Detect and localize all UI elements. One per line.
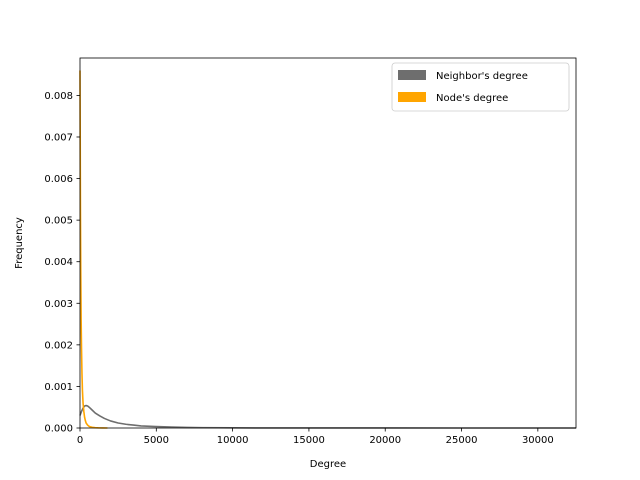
y-tick-label: 0.001 bbox=[44, 382, 73, 393]
y-tick-label: 0.002 bbox=[44, 340, 73, 351]
x-tick-label: 0 bbox=[77, 435, 83, 446]
x-axis-ticks: 0 5000 10000 15000 20000 25000 30000 bbox=[77, 428, 554, 446]
legend-box bbox=[391, 62, 570, 112]
x-tick-label: 25000 bbox=[446, 435, 478, 446]
x-tick-label: 15000 bbox=[293, 435, 325, 446]
y-tick-label: 0.004 bbox=[44, 257, 73, 268]
series-line-1 bbox=[79, 70, 108, 429]
legend-label-neighbors-degree: Neighbor's degree bbox=[436, 71, 528, 82]
x-axis-label: Degree bbox=[310, 459, 346, 470]
y-tick-label: 0.006 bbox=[44, 174, 73, 185]
legend-label-nodes-degree: Node's degree bbox=[436, 93, 508, 104]
x-tick-label: 30000 bbox=[522, 435, 554, 446]
legend-swatch-neighbors-degree bbox=[398, 70, 426, 80]
x-tick-label: 20000 bbox=[369, 435, 401, 446]
y-tick-label: 0.000 bbox=[44, 424, 73, 435]
x-tick-label: 5000 bbox=[144, 435, 169, 446]
y-axis-ticks: 0.000 0.001 0.002 0.003 0.004 0.005 0.006 0.007… bbox=[44, 91, 80, 435]
y-tick-label: 0.008 bbox=[44, 91, 73, 102]
y-tick-label: 0.007 bbox=[44, 132, 73, 143]
x-tick-label: 10000 bbox=[217, 435, 249, 446]
y-tick-label: 0.003 bbox=[44, 299, 73, 310]
y-tick-label: 0.005 bbox=[44, 216, 73, 227]
legend-swatch-nodes-degree bbox=[398, 92, 426, 102]
plot-frame bbox=[79, 57, 577, 429]
y-axis-label: Frequency bbox=[14, 217, 25, 269]
legend: Neighbor's degree Node's degree bbox=[391, 62, 570, 112]
